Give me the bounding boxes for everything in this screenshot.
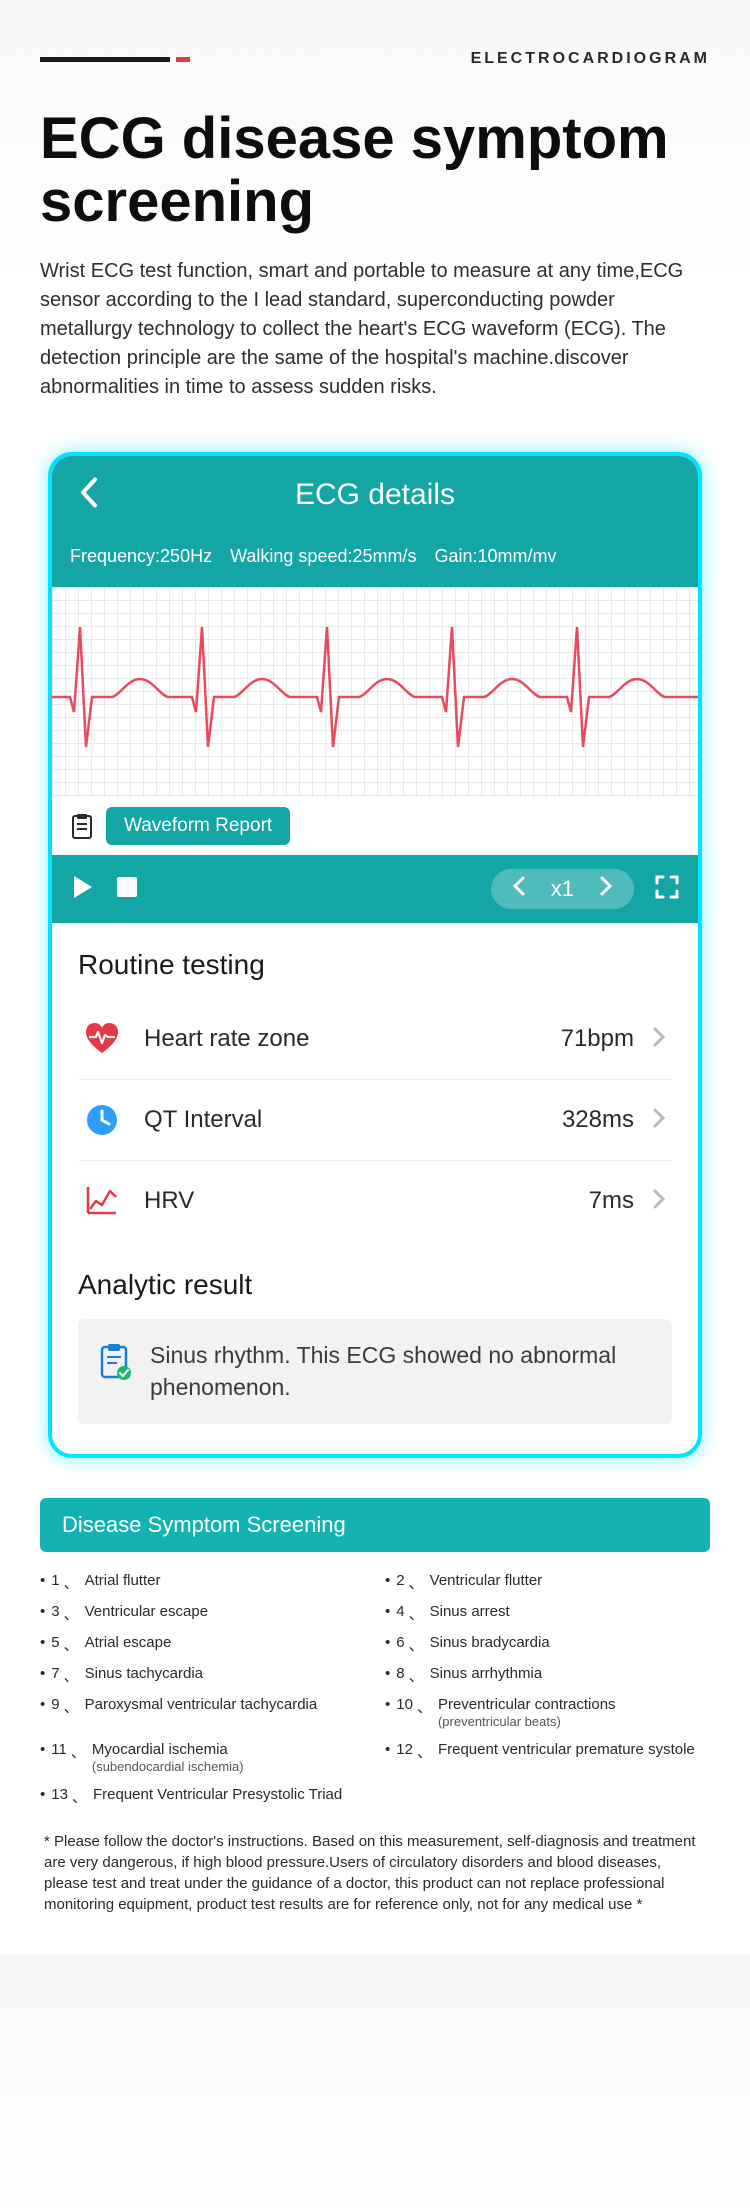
metric-value: 7ms [589,1187,634,1215]
metric-value: 328ms [562,1106,634,1134]
param-frequency: Frequency:250Hz [70,546,212,567]
clipboard-icon [68,812,96,840]
disease-item: •9、Paroxysmal ventricular tachycardia [40,1696,365,1731]
ecg-params: Frequency:250Hz Walking speed:25mm/s Gai… [52,534,698,587]
disease-list: •1、Atrial flutter •2、Ventricular flutter •… [0,1552,750,1817]
stop-icon[interactable] [116,876,138,903]
waveform-report-button[interactable]: Waveform Report [106,807,290,845]
chevron-right-icon [652,1187,666,1216]
page-title: ECG disease symptom screening [40,108,710,233]
hrv-icon [84,1183,120,1219]
disease-item: •5、Atrial escape [40,1634,365,1655]
waveform-row: Waveform Report [52,797,698,855]
phone-title: ECG details [295,478,455,511]
analytic-title: Analytic result [78,1269,672,1301]
zoom-prev-icon[interactable] [511,875,525,903]
routine-testing: Routine testing Heart rate zone71bpmQT I… [52,923,698,1251]
disease-item: •1、Atrial flutter [40,1572,365,1593]
disease-item: •10、Preventricular contractions(preventr… [385,1696,710,1731]
metric-value: 71bpm [561,1025,634,1053]
chevron-right-icon [652,1106,666,1135]
phone-header: ECG details [52,456,698,534]
metric-label: Heart rate zone [144,1025,561,1053]
analytic-box: Sinus rhythm. This ECG showed no abnorma… [78,1319,672,1423]
metric-label: HRV [144,1187,589,1215]
header-label: ELECTROCARDIOGRAM [471,50,710,68]
disease-item: •6、Sinus bradycardia [385,1634,710,1655]
routine-title: Routine testing [78,949,672,981]
analytic-result: Analytic result Sinus rhythm. This ECG s… [52,1251,698,1453]
param-gain: Gain:10mm/mv [435,546,557,567]
zoom-next-icon[interactable] [600,875,614,903]
disease-item: •4、Sinus arrest [385,1603,710,1624]
analytic-text: Sinus rhythm. This ECG showed no abnorma… [150,1339,652,1403]
ecg-details-card: ECG details Frequency:250Hz Walking spee… [48,452,702,1457]
metric-row[interactable]: HRV7ms [78,1161,672,1241]
report-check-icon [98,1343,132,1381]
heart-icon [84,1021,120,1057]
metric-row[interactable]: Heart rate zone71bpm [78,999,672,1080]
ecg-chart [52,587,698,797]
play-icon[interactable] [70,874,96,905]
back-icon[interactable] [78,476,98,515]
disease-item: •11、Myocardial ischemia(subendocardial i… [40,1741,365,1776]
clock-icon [84,1102,120,1138]
media-controls: x1 [52,855,698,923]
fullscreen-icon[interactable] [654,874,680,905]
disease-item: •8、Sinus arrhythmia [385,1665,710,1686]
chevron-right-icon [652,1025,666,1054]
zoom-label: x1 [551,876,574,902]
metric-label: QT Interval [144,1106,562,1134]
disease-item: •12、Frequent ventricular premature systo… [385,1741,710,1776]
disease-item: •7、Sinus tachycardia [40,1665,365,1686]
decorative-dash [40,57,190,62]
zoom-control[interactable]: x1 [491,869,634,909]
header-row: ELECTROCARDIOGRAM [40,50,710,68]
metric-row[interactable]: QT Interval328ms [78,1080,672,1161]
disease-item: •3、Ventricular escape [40,1603,365,1624]
page-description: Wrist ECG test function, smart and porta… [40,257,710,402]
screening-title-bar: Disease Symptom Screening [40,1498,710,1552]
param-walking: Walking speed:25mm/s [230,546,416,567]
footer-disclaimer: * Please follow the doctor's instruction… [0,1817,750,1955]
disease-item: •13、Frequent Ventricular Presystolic Tri… [40,1786,365,1807]
disease-item: •2、Ventricular flutter [385,1572,710,1593]
